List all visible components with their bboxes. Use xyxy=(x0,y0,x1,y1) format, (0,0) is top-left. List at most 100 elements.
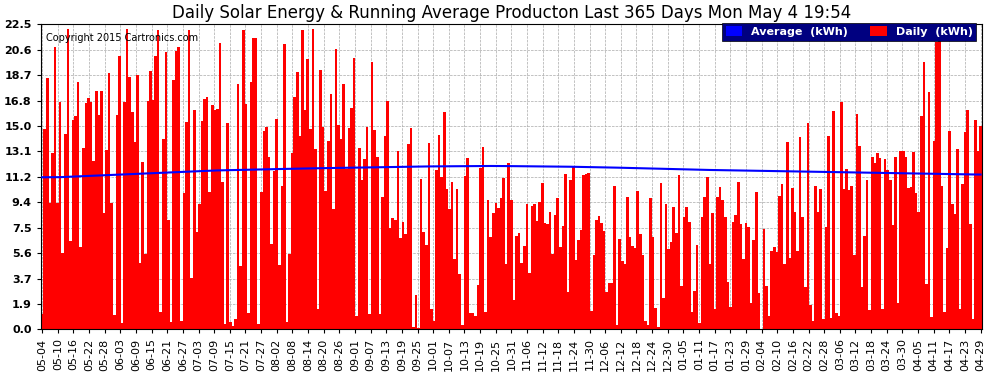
Bar xyxy=(791,188,794,329)
Bar xyxy=(147,101,149,329)
Bar xyxy=(709,264,711,329)
Bar xyxy=(296,72,299,329)
Bar xyxy=(657,327,659,329)
Bar xyxy=(866,180,868,329)
Bar xyxy=(863,236,866,329)
Bar xyxy=(606,292,608,329)
Bar xyxy=(590,311,593,329)
Bar xyxy=(943,312,945,329)
Bar xyxy=(144,254,147,329)
Bar xyxy=(118,56,121,329)
Bar xyxy=(466,158,469,329)
Bar xyxy=(134,142,137,329)
Bar xyxy=(551,254,553,329)
Bar xyxy=(755,192,757,329)
Bar xyxy=(304,110,306,329)
Bar xyxy=(433,321,436,329)
Bar xyxy=(889,180,892,329)
Bar xyxy=(185,122,188,329)
Bar xyxy=(500,198,502,329)
Bar xyxy=(438,135,441,329)
Bar xyxy=(476,285,479,329)
Bar xyxy=(719,187,722,329)
Bar xyxy=(338,125,340,329)
Bar xyxy=(732,222,735,329)
Bar xyxy=(698,323,701,329)
Bar xyxy=(619,239,621,329)
Bar xyxy=(680,286,683,329)
Bar xyxy=(497,208,500,329)
Bar xyxy=(142,162,144,329)
Bar xyxy=(444,112,446,329)
Bar xyxy=(845,169,847,329)
Bar xyxy=(649,198,651,329)
Bar xyxy=(910,188,912,329)
Bar xyxy=(156,30,159,329)
Bar xyxy=(436,170,438,329)
Bar xyxy=(412,327,415,329)
Bar xyxy=(951,204,953,329)
Bar xyxy=(817,212,820,329)
Bar xyxy=(572,167,574,329)
Bar xyxy=(931,316,933,329)
Bar xyxy=(325,191,327,329)
Bar xyxy=(802,217,804,329)
Bar xyxy=(92,161,95,329)
Bar xyxy=(82,148,85,329)
Bar xyxy=(229,322,232,329)
Bar xyxy=(479,168,482,329)
Bar xyxy=(915,193,918,329)
Bar xyxy=(762,230,765,329)
Bar xyxy=(881,309,884,329)
Bar xyxy=(788,258,791,329)
Bar xyxy=(510,201,513,329)
Bar xyxy=(807,123,809,329)
Bar xyxy=(667,249,670,329)
Bar xyxy=(781,184,783,329)
Bar xyxy=(553,215,556,329)
Bar xyxy=(428,143,430,329)
Bar xyxy=(894,156,897,329)
Bar xyxy=(66,29,69,329)
Bar xyxy=(899,151,902,329)
Bar xyxy=(267,158,270,329)
Bar xyxy=(131,112,134,329)
Bar xyxy=(206,97,209,329)
Bar xyxy=(58,102,61,329)
Bar xyxy=(474,316,476,329)
Bar xyxy=(567,291,569,329)
Bar xyxy=(347,128,350,329)
Bar xyxy=(169,322,172,329)
Bar xyxy=(190,278,193,329)
Bar xyxy=(378,315,381,329)
Bar xyxy=(639,234,642,329)
Bar xyxy=(312,29,314,329)
Bar xyxy=(783,264,786,329)
Bar xyxy=(536,222,539,329)
Bar xyxy=(74,116,77,329)
Bar xyxy=(314,149,317,329)
Bar xyxy=(363,159,365,329)
Bar xyxy=(735,215,737,329)
Bar xyxy=(564,174,567,329)
Bar xyxy=(254,38,257,329)
Bar xyxy=(838,315,841,329)
Bar xyxy=(299,136,301,329)
Bar xyxy=(559,247,561,329)
Bar xyxy=(265,127,267,329)
Text: Copyright 2015 Cartronics.com: Copyright 2015 Cartronics.com xyxy=(46,33,198,43)
Bar xyxy=(182,194,185,329)
Bar xyxy=(227,123,229,329)
Bar xyxy=(471,313,474,329)
Bar xyxy=(113,315,116,329)
Bar xyxy=(740,224,742,329)
Bar xyxy=(876,153,879,329)
Bar xyxy=(548,211,551,329)
Bar xyxy=(616,325,619,329)
Bar xyxy=(159,312,162,329)
Bar xyxy=(461,325,463,329)
Bar xyxy=(245,105,248,329)
Bar xyxy=(293,97,296,329)
Bar xyxy=(484,312,487,329)
Bar xyxy=(706,177,709,329)
